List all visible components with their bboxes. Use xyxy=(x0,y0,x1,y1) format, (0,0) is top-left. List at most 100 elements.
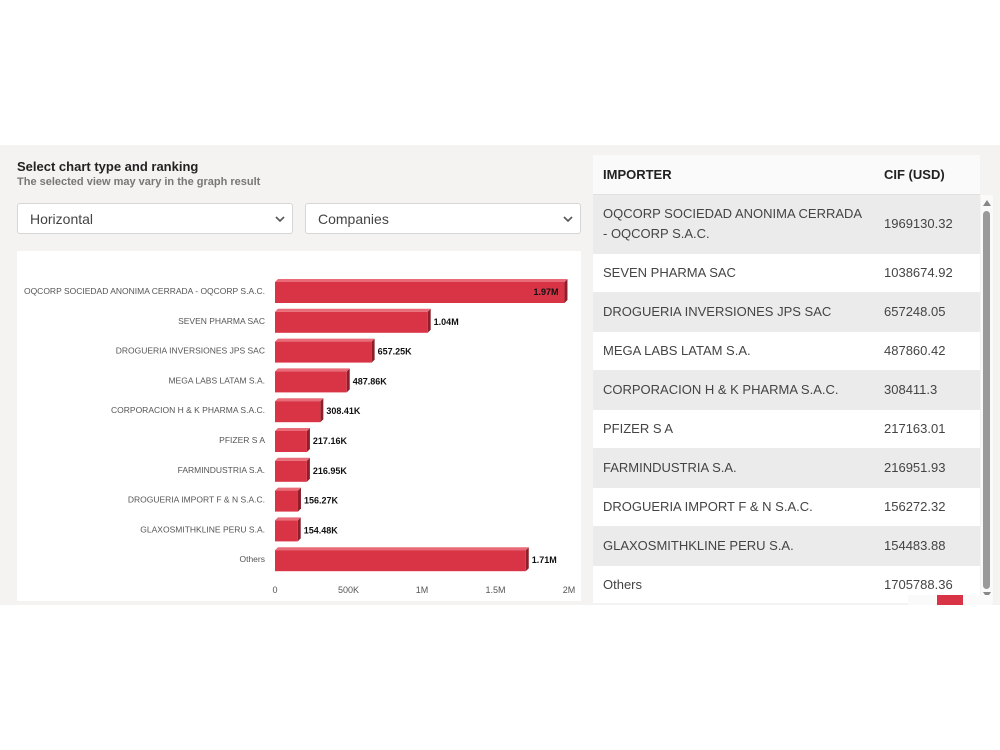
bar[interactable] xyxy=(275,520,298,542)
bar-value-label: 1.04M xyxy=(434,317,459,327)
category-label: OQCORP SOCIEDAD ANONIMA CERRADA - OQCORP… xyxy=(24,286,265,296)
bar[interactable] xyxy=(275,282,565,303)
bar-chart: OQCORP SOCIEDAD ANONIMA CERRADA - OQCORP… xyxy=(17,251,581,601)
table-row[interactable]: DROGUERIA IMPORT F & N S.A.C. 156272.32 xyxy=(593,487,980,527)
pager-page-item[interactable] xyxy=(964,595,992,605)
category-label: DROGUERIA INVERSIONES JPS SAC xyxy=(116,346,265,356)
bar-value-label: 154.48K xyxy=(304,525,339,535)
importer-cell: MEGA LABS LATAM S.A. xyxy=(593,331,874,371)
cif-cell: 216951.93 xyxy=(874,448,980,488)
importer-cell: FARMINDUSTRIA S.A. xyxy=(593,448,874,488)
bar[interactable] xyxy=(275,311,428,333)
scrollbar-thumb[interactable] xyxy=(983,211,990,589)
category-label: GLAXOSMITHKLINE PERU S.A. xyxy=(140,524,265,534)
bar[interactable] xyxy=(275,341,372,363)
bar-value-label: 217.16K xyxy=(313,436,348,446)
category-label: FARMINDUSTRIA S.A. xyxy=(178,465,265,475)
table-row[interactable]: GLAXOSMITHKLINE PERU S.A. 154483.88 xyxy=(593,526,980,566)
x-tick-label: 2M xyxy=(563,585,576,595)
importer-cell: SEVEN PHARMA SAC xyxy=(593,253,874,293)
table-row[interactable]: PFIZER S A 217163.01 xyxy=(593,409,980,449)
cif-cell: 154483.88 xyxy=(874,526,980,566)
category-label: DROGUERIA IMPORT F & N S.A.C. xyxy=(128,495,265,505)
table-row[interactable]: DROGUERIA INVERSIONES JPS SAC 657248.05 xyxy=(593,292,980,332)
chevron-down-icon xyxy=(275,216,285,223)
bar-side xyxy=(297,487,301,512)
bar-top xyxy=(275,338,375,342)
table-row[interactable]: MEGA LABS LATAM S.A. 487860.42 xyxy=(593,331,980,371)
x-tick-label: 0 xyxy=(272,585,277,595)
category-label: CORPORACION H & K PHARMA S.A.C. xyxy=(111,405,265,415)
bar[interactable] xyxy=(275,371,347,393)
bar-value-label: 216.95K xyxy=(313,466,348,476)
bar[interactable] xyxy=(275,460,307,482)
cif-cell: 1969130.32 xyxy=(874,194,980,254)
panel-title: Select chart type and ranking xyxy=(17,159,199,174)
cif-cell: 487860.42 xyxy=(874,331,980,371)
pager-page-item[interactable] xyxy=(908,595,936,605)
cif-cell: 308411.3 xyxy=(874,370,980,410)
bar-side xyxy=(306,457,310,482)
bar-top xyxy=(275,517,301,521)
x-tick-label: 500K xyxy=(338,585,359,595)
bar[interactable] xyxy=(275,431,307,452)
x-tick-label: 1M xyxy=(416,585,429,595)
triangle-up-icon[interactable] xyxy=(983,199,991,207)
pager-active-page[interactable] xyxy=(937,595,963,605)
bar-chart-svg: OQCORP SOCIEDAD ANONIMA CERRADA - OQCORP… xyxy=(24,279,576,595)
category-label: Others xyxy=(239,554,265,564)
table-row[interactable]: CORPORACION H & K PHARMA S.A.C. 308411.3 xyxy=(593,370,980,410)
importer-cell: CORPORACION H & K PHARMA S.A.C. xyxy=(593,370,874,410)
bar-side xyxy=(427,308,431,333)
bar-top xyxy=(275,487,301,491)
cif-cell: 217163.01 xyxy=(874,409,980,449)
bar-side xyxy=(371,338,375,363)
ranking-select-value: Companies xyxy=(318,211,389,227)
x-tick-label: 1.5M xyxy=(485,585,505,595)
chart-type-select[interactable]: Horizontal xyxy=(17,203,293,234)
bar-side xyxy=(346,368,350,393)
table-row[interactable]: FARMINDUSTRIA S.A. 216951.93 xyxy=(593,448,980,488)
bar-value-label: 657.25K xyxy=(378,347,413,357)
importer-cell: GLAXOSMITHKLINE PERU S.A. xyxy=(593,526,874,566)
bar[interactable] xyxy=(275,401,321,423)
bar-top xyxy=(275,398,324,402)
bar-top xyxy=(275,368,350,372)
bar-side xyxy=(320,398,324,423)
bar-value-label: 1.71M xyxy=(532,555,557,565)
chart-type-select-value: Horizontal xyxy=(30,211,94,227)
importer-table: IMPORTER CIF (USD) OQCORP SOCIEDAD ANONI… xyxy=(593,155,980,603)
column-header-importer[interactable]: IMPORTER xyxy=(593,155,874,195)
bar-top xyxy=(275,428,310,431)
table-scrollbar[interactable] xyxy=(981,195,993,603)
importer-cell: OQCORP SOCIEDAD ANONIMA CERRADA - OQCORP… xyxy=(593,194,874,254)
bar-side xyxy=(297,517,301,542)
bar-value-label: 1.97M xyxy=(533,287,558,297)
table-row[interactable]: OQCORP SOCIEDAD ANONIMA CERRADA - OQCORP… xyxy=(593,194,980,254)
bar-side xyxy=(306,428,310,452)
ranking-select[interactable]: Companies xyxy=(305,203,581,234)
bar-top xyxy=(275,308,431,312)
bar-side xyxy=(525,547,529,572)
table-header-row: IMPORTER CIF (USD) xyxy=(593,155,980,195)
bar-top xyxy=(275,279,568,282)
bar-value-label: 487.86K xyxy=(353,376,388,386)
cif-cell: 657248.05 xyxy=(874,292,980,332)
bar-top xyxy=(275,547,529,551)
importer-cell: PFIZER S A xyxy=(593,409,874,449)
dashboard-canvas: Select chart type and ranking The select… xyxy=(0,145,1000,605)
bar-value-label: 156.27K xyxy=(304,496,339,506)
importer-cell: DROGUERIA INVERSIONES JPS SAC xyxy=(593,292,874,332)
cif-cell: 1038674.92 xyxy=(874,253,980,293)
table-row[interactable]: SEVEN PHARMA SAC 1038674.92 xyxy=(593,253,980,293)
category-label: SEVEN PHARMA SAC xyxy=(178,316,265,326)
bar[interactable] xyxy=(275,550,526,572)
importer-cell: Others xyxy=(593,565,874,603)
chart-panel: Select chart type and ranking The select… xyxy=(17,155,581,603)
bar[interactable] xyxy=(275,490,298,512)
column-header-cif[interactable]: CIF (USD) xyxy=(874,155,980,195)
importer-table-panel: IMPORTER CIF (USD) OQCORP SOCIEDAD ANONI… xyxy=(593,155,993,603)
bar-top xyxy=(275,457,310,461)
importer-cell: DROGUERIA IMPORT F & N S.A.C. xyxy=(593,487,874,527)
category-label: MEGA LABS LATAM S.A. xyxy=(168,375,265,385)
